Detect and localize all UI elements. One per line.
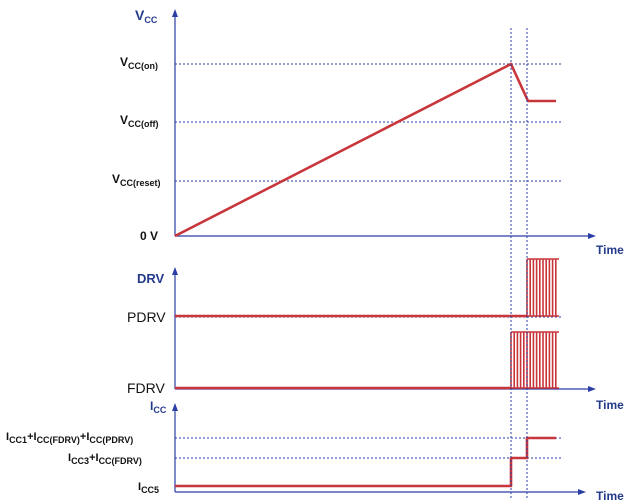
pdrv-pulses <box>526 258 559 317</box>
drv-y-arrow <box>172 267 178 275</box>
icc-level-1-label: ICC1+ICC(FDRV)+ICC(PDRV) <box>6 431 133 445</box>
icc-level-2-label: ICC3+ICC(FDRV) <box>68 452 142 466</box>
vcc-x-arrow <box>588 233 596 239</box>
pdrv-label: PDRV <box>127 309 166 325</box>
icc-time-label: Time <box>596 489 624 503</box>
vcc-reset-label: VCC(reset) <box>112 172 161 188</box>
vcc-axis-title: VCC <box>135 7 158 25</box>
icc-waveform <box>175 436 556 488</box>
vcc-panel: VCC VCC(on) VCC(off) VCC(reset) 0 V Time <box>112 7 624 257</box>
icc-axis-title: ICC <box>150 399 167 415</box>
vcc-on-label: VCC(on) <box>120 55 158 71</box>
icc-panel: ICC ICC1+ICC(FDRV)+ICC(PDRV) ICC3+ICC(FD… <box>6 399 624 503</box>
fdrv-pulse-train <box>510 331 559 389</box>
vcc-y-arrow <box>172 9 178 17</box>
drv-axis-title: DRV <box>137 271 165 286</box>
icc-y-arrow <box>172 403 178 411</box>
fdrv-label: FDRV <box>127 380 166 396</box>
drv-x-arrow <box>588 386 596 392</box>
drv-panel: DRV PDRV FDRV Time <box>127 258 624 412</box>
icc-x-arrow <box>578 489 586 495</box>
vcc-zero-label: 0 V <box>140 229 158 243</box>
vcc-time-label: Time <box>596 243 624 257</box>
vcc-off-label: VCC(off) <box>120 113 159 129</box>
icc-level-3-label: ICC5 <box>138 481 159 495</box>
vcc-waveform <box>174 62 556 238</box>
pdrv-pulse-train <box>526 258 559 317</box>
fdrv-pulses <box>510 331 559 389</box>
drv-time-label: Time <box>596 398 624 412</box>
